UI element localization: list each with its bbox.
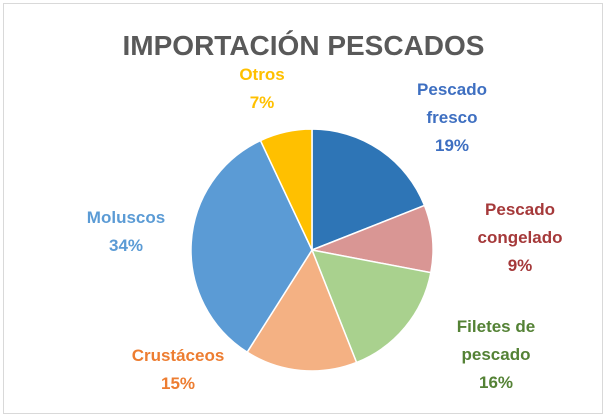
data-label: Crustáceos 15%: [123, 342, 233, 398]
chart-title: IMPORTACIÓN PESCADOS: [122, 30, 485, 61]
value-label: 7%: [249, 93, 275, 112]
data-label: Otros 7%: [207, 61, 317, 117]
value-label: 9%: [507, 256, 533, 275]
value-label: 34%: [108, 236, 144, 255]
data-label: Pescado congelado 9%: [465, 196, 575, 280]
data-label: Filetes de pescado 16%: [441, 313, 551, 397]
pie-slice: [311, 128, 426, 252]
pie-slice: [259, 128, 313, 251]
data-label: Pescado fresco 19%: [397, 76, 507, 160]
pie-slice: [310, 249, 432, 364]
pie-slice: [190, 139, 313, 354]
category-label: Otros: [239, 65, 285, 84]
category-label: Pescado congelado: [477, 200, 563, 247]
value-label: 19%: [434, 136, 470, 155]
category-label: Filetes de pescado: [456, 317, 536, 364]
category-label: Moluscos: [86, 208, 166, 227]
pie-slice: [246, 248, 358, 372]
value-label: 15%: [160, 374, 196, 393]
category-label: Crustáceos: [131, 346, 225, 365]
category-label: Pescado fresco: [417, 80, 487, 127]
value-label: 16%: [478, 373, 514, 392]
data-label: Moluscos 34%: [71, 204, 181, 260]
